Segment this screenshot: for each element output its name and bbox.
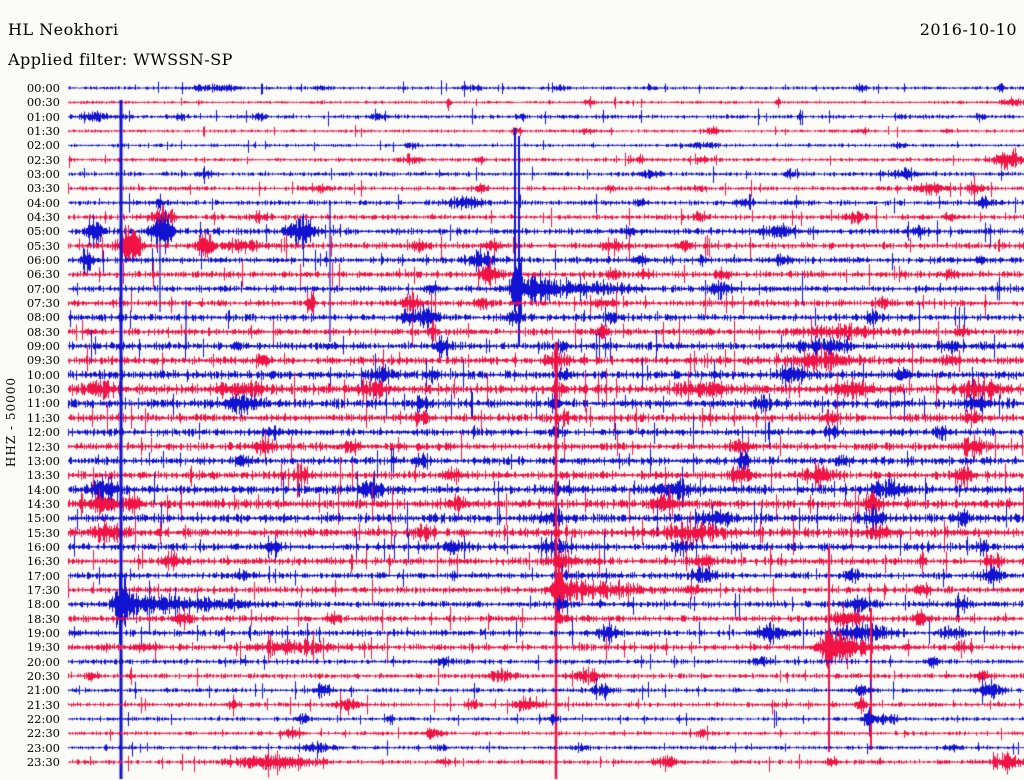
time-label: 10:30 (26, 382, 60, 397)
time-label: 09:30 (26, 353, 60, 368)
time-label: 13:30 (26, 468, 60, 483)
time-label: 22:30 (26, 726, 60, 741)
time-label: 00:00 (26, 81, 60, 95)
time-label: 19:30 (26, 640, 60, 655)
time-label: 00:30 (26, 95, 60, 110)
time-label: 02:30 (26, 152, 60, 167)
time-label: 09:00 (26, 339, 60, 354)
time-label: 12:00 (26, 425, 60, 440)
time-label: 01:30 (26, 124, 60, 139)
time-label: 21:30 (26, 697, 60, 712)
time-label: 15:30 (26, 525, 60, 540)
time-label: 10:00 (26, 367, 60, 382)
time-label: 01:00 (26, 109, 60, 124)
time-label: 23:30 (26, 754, 60, 769)
time-label: 11:00 (26, 396, 60, 411)
time-label: 21:00 (26, 683, 60, 698)
time-label: 14:00 (26, 482, 60, 497)
time-label: 14:30 (26, 496, 60, 511)
filter-label: Applied filter: WWSSN-SP (8, 50, 233, 69)
time-label: 06:30 (26, 267, 60, 282)
time-label: 15:00 (26, 511, 60, 526)
time-label: 23:00 (26, 740, 60, 755)
time-label: 02:00 (26, 138, 60, 153)
time-label: 07:30 (26, 296, 60, 311)
time-label: 13:00 (26, 453, 60, 468)
time-label: 16:00 (26, 539, 60, 554)
time-label: 20:00 (26, 654, 60, 669)
time-label: 04:30 (26, 210, 60, 225)
time-label: 12:30 (26, 439, 60, 454)
time-label: 11:30 (26, 410, 60, 425)
time-label: 16:30 (26, 554, 60, 569)
time-label: 22:00 (26, 711, 60, 726)
time-label: 08:30 (26, 324, 60, 339)
time-label: 17:30 (26, 582, 60, 597)
time-label: 18:30 (26, 611, 60, 626)
time-label: 04:00 (26, 195, 60, 210)
time-label: 18:00 (26, 597, 60, 612)
time-label: 20:30 (26, 668, 60, 683)
time-label: 17:00 (26, 568, 60, 583)
time-label: 06:00 (26, 253, 60, 268)
time-label: 07:00 (26, 281, 60, 296)
time-label: 05:30 (26, 238, 60, 253)
time-label: 19:00 (26, 625, 60, 640)
time-label: 03:00 (26, 167, 60, 182)
time-label: 08:00 (26, 310, 60, 325)
station-title: HL Neokhori (8, 20, 119, 39)
record-date: 2016-10-10 (919, 20, 1017, 39)
time-label: 03:30 (26, 181, 60, 196)
time-label: 05:00 (26, 224, 60, 239)
